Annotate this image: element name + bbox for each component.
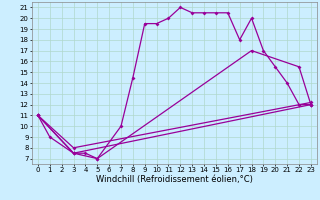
X-axis label: Windchill (Refroidissement éolien,°C): Windchill (Refroidissement éolien,°C) xyxy=(96,175,253,184)
